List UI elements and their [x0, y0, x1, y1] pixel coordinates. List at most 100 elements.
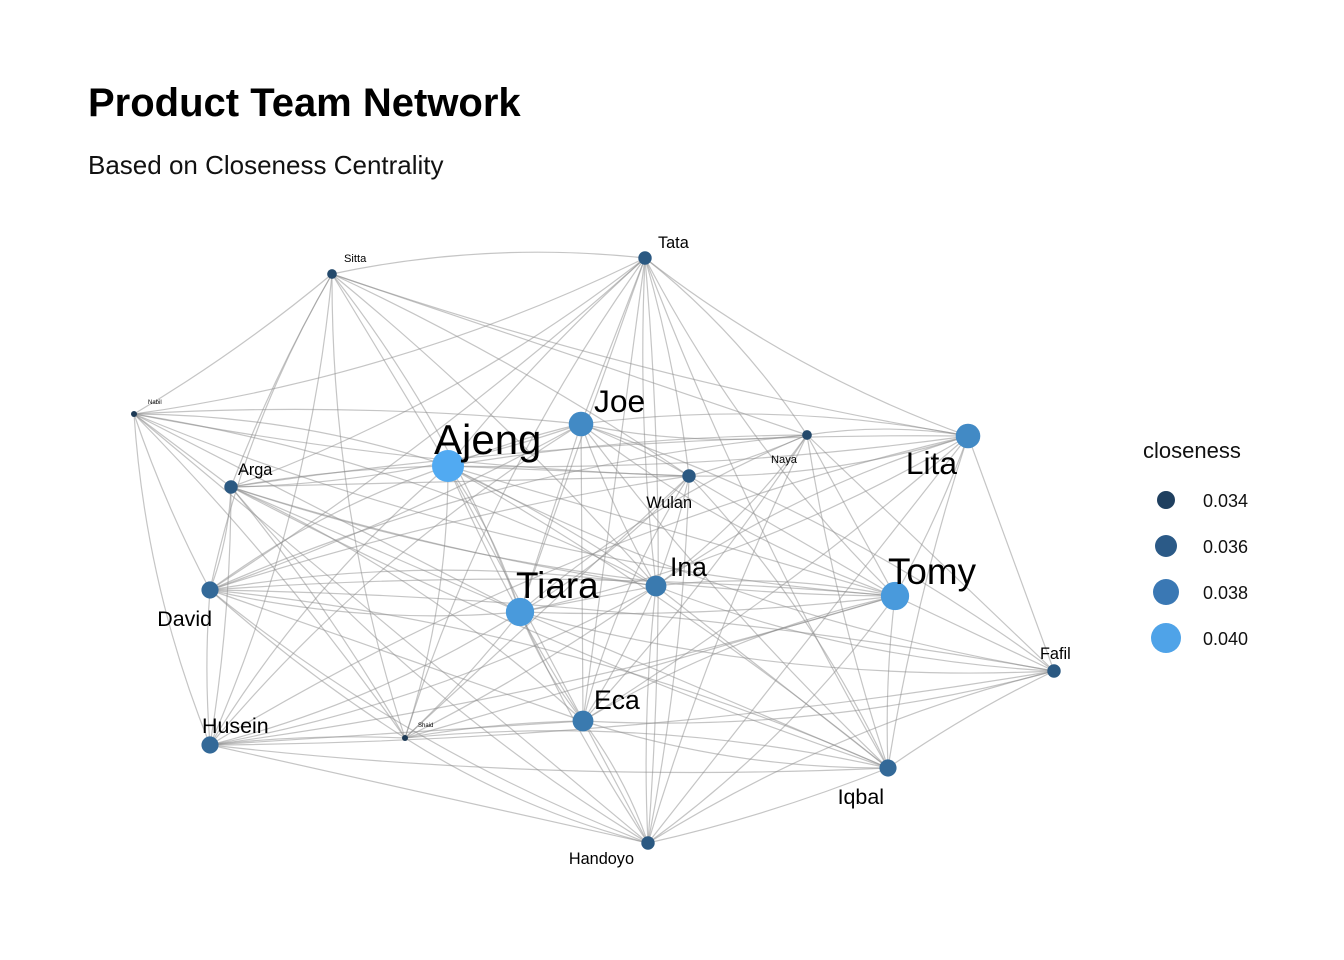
edge-tata-iqbal — [644, 257, 889, 769]
node-label-iqbal: Iqbal — [838, 785, 884, 809]
edge-tiara-iqbal — [519, 611, 889, 769]
node-label-ajeng: Ajeng — [434, 416, 541, 463]
edge-nabil-shaid — [133, 413, 406, 739]
node-fafil[interactable] — [1047, 664, 1061, 678]
legend-swatch — [1157, 491, 1175, 509]
edge-ina-fafil — [655, 585, 1055, 672]
edge-lita-ina — [655, 435, 969, 587]
legend-swatch — [1153, 579, 1179, 605]
node-label-fafil: Fafil — [1040, 645, 1071, 663]
edge-tata-tomy — [644, 257, 896, 597]
edge-ajeng-lita — [447, 435, 969, 468]
edge-sitta-ajeng — [331, 273, 449, 467]
edge-joe-tiara — [519, 423, 582, 613]
edge-ina-shaid — [404, 585, 657, 739]
node-handoyo[interactable] — [641, 836, 655, 850]
node-joe[interactable] — [568, 411, 594, 437]
node-tiara[interactable] — [505, 597, 535, 627]
node-shaid[interactable] — [402, 735, 408, 741]
node-david[interactable] — [201, 581, 219, 599]
node-ina[interactable] — [645, 575, 667, 597]
node-tata[interactable] — [638, 251, 652, 265]
edge-wulan-eca — [582, 475, 690, 722]
edge-tata-wulan — [644, 257, 690, 477]
edge-husein-iqbal — [209, 744, 889, 774]
edge-arga-tiara — [230, 486, 521, 613]
node-nabil[interactable] — [131, 411, 137, 417]
edge-joe-wulan — [580, 423, 690, 477]
node-tomy[interactable] — [880, 581, 910, 611]
edge-david-shaid — [209, 589, 406, 739]
legend-title: closeness — [1143, 438, 1241, 463]
edge-joe-fafil — [580, 423, 1055, 672]
edge-ajeng-husein — [209, 465, 449, 746]
edge-fafil-eca — [582, 670, 1055, 724]
node-label-tomy: Tomy — [888, 551, 977, 592]
node-lita[interactable] — [955, 423, 981, 449]
edge-wulan-iqbal — [688, 475, 889, 769]
edge-tomy-fafil — [894, 595, 1055, 672]
edge-ina-husein — [209, 585, 657, 746]
edge-naya-ina — [655, 434, 808, 587]
node-label-naya: Naya — [771, 454, 798, 466]
edge-layer — [133, 251, 1055, 844]
edge-tomy-eca — [582, 595, 896, 722]
edge-nabil-joe — [133, 408, 582, 425]
node-label-lita: Lita — [906, 445, 957, 481]
edge-nabil-husein — [133, 413, 211, 746]
edge-joe-naya — [580, 423, 808, 440]
edge-joe-iqbal — [580, 423, 889, 769]
edge-sitta-tiara — [331, 273, 521, 613]
edge-iqbal-handoyo — [647, 767, 889, 844]
node-label-david: David — [157, 607, 212, 631]
node-label-tata: Tata — [658, 234, 690, 252]
edge-sitta-arga — [230, 273, 333, 488]
edge-lita-wulan — [688, 435, 969, 477]
edge-wulan-david — [209, 475, 690, 591]
edge-eca-handoyo — [582, 720, 649, 844]
node-iqbal[interactable] — [879, 759, 897, 777]
node-eca[interactable] — [572, 710, 594, 732]
edge-nabil-arga — [133, 413, 232, 488]
edge-fafil-husein — [209, 670, 1055, 746]
node-label-sitta: Sitta — [344, 253, 367, 265]
edge-david-husein — [206, 589, 211, 746]
edge-naya-tomy — [806, 434, 896, 597]
edge-shaid-iqbal — [404, 730, 889, 769]
edge-ajeng-naya — [447, 434, 808, 467]
node-label-handoyo: Handoyo — [569, 850, 634, 868]
node-arga[interactable] — [224, 480, 238, 494]
edge-tata-ajeng — [447, 257, 646, 467]
edge-lita-arga — [230, 435, 969, 488]
edge-nabil-ina — [133, 413, 657, 587]
edge-sitta-david — [209, 273, 333, 591]
edge-sitta-nabil — [133, 273, 333, 415]
edge-naya-lita — [806, 428, 969, 437]
node-sitta[interactable] — [327, 269, 337, 279]
node-wulan[interactable] — [682, 469, 696, 483]
node-label-ina: Ina — [670, 552, 707, 582]
edge-arga-eca — [230, 486, 584, 722]
edge-tata-david — [209, 257, 646, 591]
edge-wulan-ina — [655, 475, 690, 587]
node-naya[interactable] — [802, 430, 812, 440]
edge-naya-iqbal — [806, 434, 889, 769]
legend-items: 0.034 0.036 0.038 0.040 — [1151, 491, 1248, 653]
edge-tiara-husein — [209, 611, 521, 746]
edge-joe-lita — [580, 413, 969, 437]
edge-tiara-ina — [519, 585, 657, 613]
edge-sitta-shaid — [331, 273, 406, 739]
edge-ajeng-shaid — [404, 465, 449, 739]
node-ajeng[interactable] — [432, 450, 464, 482]
edge-tomy-shaid — [404, 595, 896, 739]
node-husein[interactable] — [201, 736, 219, 754]
edge-husein-shaid — [209, 736, 406, 746]
edge-ina-tomy — [655, 580, 896, 597]
edge-nabil-david — [133, 413, 211, 591]
edge-ina-handoyo — [645, 585, 657, 844]
edge-david-tomy — [209, 578, 896, 597]
edge-david-ina — [209, 569, 657, 591]
edge-tata-joe — [580, 257, 646, 425]
edge-arga-handoyo — [230, 486, 649, 844]
edge-sitta-husein — [209, 273, 333, 746]
